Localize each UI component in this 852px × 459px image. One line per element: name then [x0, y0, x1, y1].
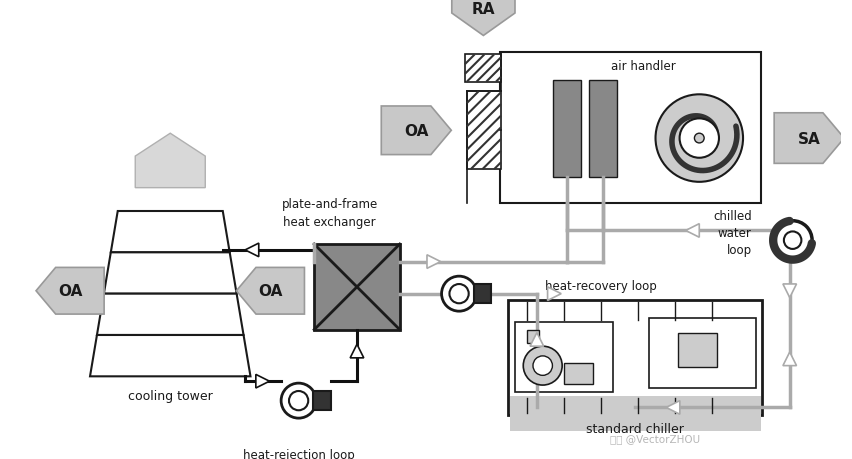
Text: 知乎 @VectorZHOU: 知乎 @VectorZHOU	[609, 434, 699, 443]
Bar	[527, 330, 538, 343]
Circle shape	[289, 391, 308, 410]
Polygon shape	[547, 287, 561, 301]
Polygon shape	[90, 335, 250, 376]
Polygon shape	[104, 253, 236, 294]
Polygon shape	[529, 333, 543, 347]
Polygon shape	[452, 0, 515, 36]
Circle shape	[522, 347, 561, 385]
Text: OA: OA	[58, 284, 82, 299]
Bar	[466, 92, 500, 170]
Polygon shape	[350, 344, 363, 358]
Polygon shape	[774, 113, 843, 164]
Circle shape	[532, 356, 552, 375]
Bar	[473, 284, 491, 304]
Circle shape	[441, 277, 476, 312]
Bar	[648, 318, 755, 388]
Polygon shape	[665, 401, 679, 414]
Text: standard chiller: standard chiller	[585, 422, 683, 436]
Text: chilled
water
loop: chilled water loop	[712, 209, 751, 256]
Bar	[464, 56, 500, 83]
Text: air handler: air handler	[610, 60, 675, 73]
Text: cooling tower: cooling tower	[128, 389, 212, 403]
Circle shape	[654, 95, 742, 182]
Polygon shape	[236, 268, 304, 314]
Circle shape	[694, 134, 703, 144]
Circle shape	[772, 221, 811, 260]
Polygon shape	[782, 352, 796, 366]
Polygon shape	[256, 375, 269, 388]
Polygon shape	[97, 294, 244, 335]
Circle shape	[449, 285, 468, 303]
Bar	[553, 80, 580, 178]
Polygon shape	[685, 224, 699, 238]
Text: SA: SA	[797, 131, 820, 146]
Text: OA: OA	[404, 123, 428, 139]
Polygon shape	[245, 244, 258, 257]
Polygon shape	[782, 284, 796, 298]
Circle shape	[783, 232, 800, 249]
Bar	[509, 396, 760, 414]
Polygon shape	[111, 212, 229, 253]
Circle shape	[281, 383, 316, 418]
Bar	[499, 53, 760, 204]
Text: OA: OA	[258, 284, 282, 299]
Bar	[515, 322, 612, 392]
Bar	[313, 391, 331, 410]
Text: plate-and-frame
heat exchanger: plate-and-frame heat exchanger	[281, 198, 377, 229]
Text: heat-rejection loop: heat-rejection loop	[243, 448, 354, 459]
Polygon shape	[36, 268, 104, 314]
Polygon shape	[427, 255, 440, 269]
Circle shape	[679, 119, 718, 158]
Bar	[677, 333, 716, 367]
Polygon shape	[135, 134, 205, 188]
Polygon shape	[381, 107, 451, 155]
Bar	[589, 80, 616, 178]
Text: heat-recovery loop: heat-recovery loop	[544, 280, 656, 293]
Bar	[509, 414, 760, 431]
Bar	[507, 301, 762, 415]
Text: RA: RA	[471, 2, 494, 17]
Bar	[314, 245, 400, 330]
Bar	[563, 363, 593, 384]
